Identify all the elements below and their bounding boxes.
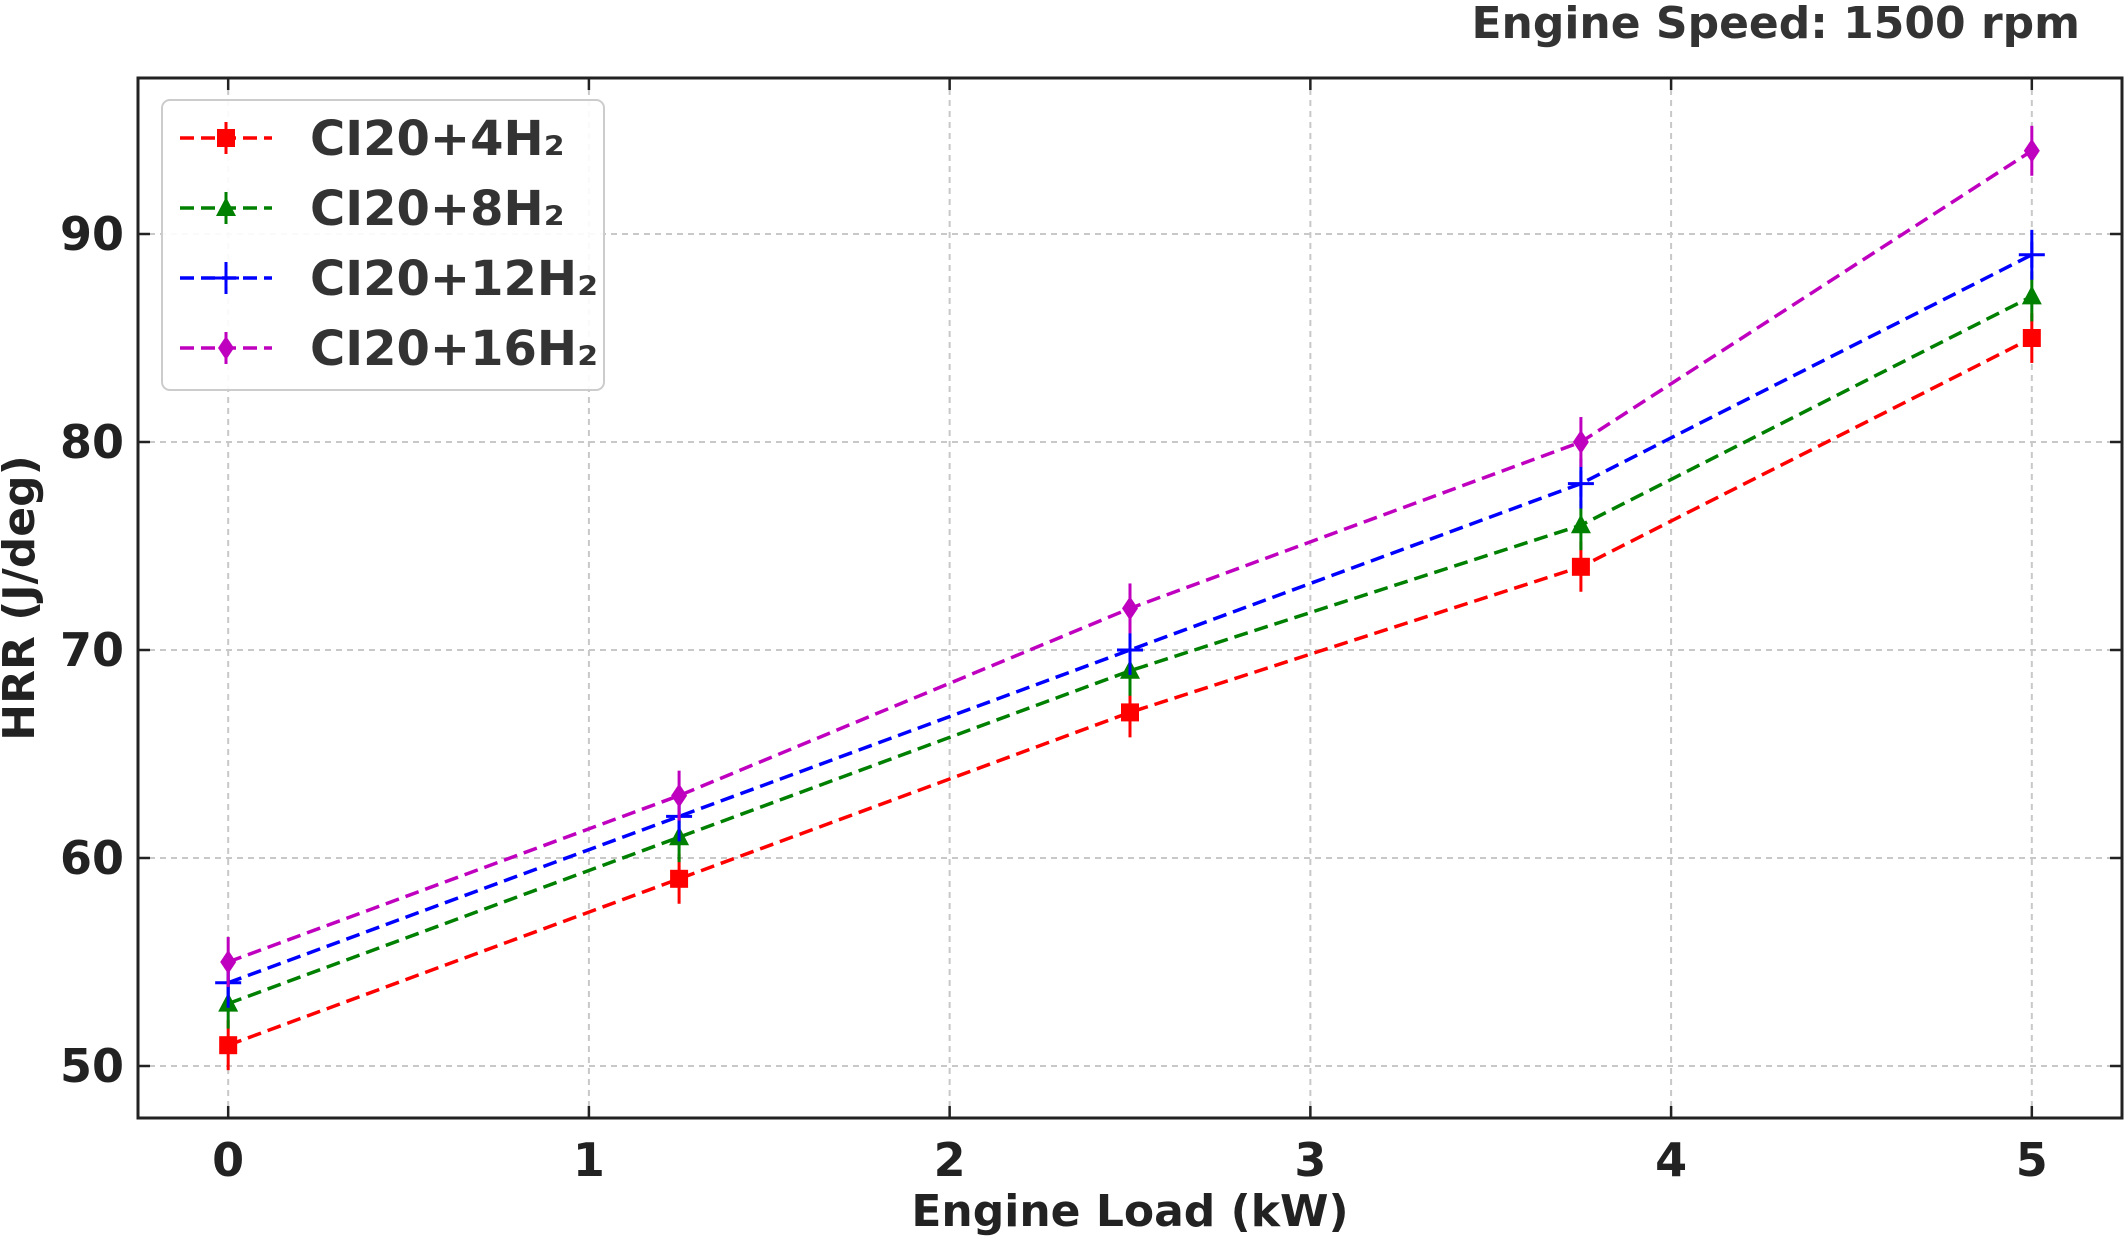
data-point: [1121, 703, 1139, 722]
data-point: [671, 783, 688, 808]
x-tick-label: 1: [573, 1133, 605, 1187]
series-4: [220, 125, 2040, 987]
data-point: [2021, 285, 2042, 305]
data-point: [1567, 470, 1594, 497]
data-point: [2018, 241, 2045, 268]
x-tick-label: 0: [212, 1133, 244, 1187]
plot-frame: [136, 76, 2124, 1120]
data-point: [2023, 138, 2040, 163]
legend-marker: [216, 197, 236, 216]
legend-label: CI20+16H₂: [310, 321, 598, 377]
series-line: [227, 253, 2033, 985]
series-line: [227, 294, 2033, 1006]
legend-entry: CI20+4H₂: [180, 111, 565, 167]
legend-entry: CI20+8H₂: [180, 181, 565, 237]
x-tick-label: 3: [1294, 1133, 1326, 1187]
legend-entry: CI20+16H₂: [180, 321, 598, 377]
legend-label: CI20+4H₂: [310, 111, 565, 167]
x-tick-label: 5: [2016, 1133, 2048, 1187]
data-point: [1117, 637, 1143, 663]
data-point: [220, 950, 237, 974]
y-tick-label: 80: [60, 415, 124, 469]
y-tick-label: 60: [60, 831, 124, 885]
x-axis-title: Engine Load (kW): [911, 1186, 1348, 1237]
y-tick-label: 90: [60, 207, 124, 261]
data-point: [219, 1036, 238, 1055]
x-tick-label: 2: [934, 1133, 966, 1187]
legend-box: [161, 99, 605, 391]
legend-label: CI20+12H₂: [310, 251, 598, 307]
data-point: [670, 869, 689, 888]
y-tick-label: 70: [60, 623, 124, 677]
legend-marker: [217, 129, 235, 147]
legend-marker: [213, 265, 239, 291]
data-point: [1571, 557, 1590, 576]
data-point: [1122, 596, 1138, 621]
legend-marker: [218, 336, 234, 360]
y-tick-label: 50: [60, 1039, 124, 1093]
legend-entry: CI20+12H₂: [180, 251, 598, 307]
series-line: [227, 336, 2033, 1047]
ticks: 0 1 2 3 4 5 50 60 70 80 90: [60, 78, 2122, 1187]
legend: CI20+4H₂ CI20+8H₂ CI20+12H₂ CI20+16H₂: [161, 99, 605, 391]
data-point: [2022, 329, 2041, 347]
x-tick-label: 4: [1655, 1133, 1687, 1187]
data-point: [1570, 514, 1591, 534]
annotation-text: Engine Speed: 1500 rpm: [1471, 0, 2080, 49]
y-axis-title: HRR (J/deg): [0, 455, 45, 740]
data-point: [1572, 430, 1589, 454]
series-layer: [215, 125, 2045, 1071]
legend-label: CI20+8H₂: [310, 181, 565, 237]
